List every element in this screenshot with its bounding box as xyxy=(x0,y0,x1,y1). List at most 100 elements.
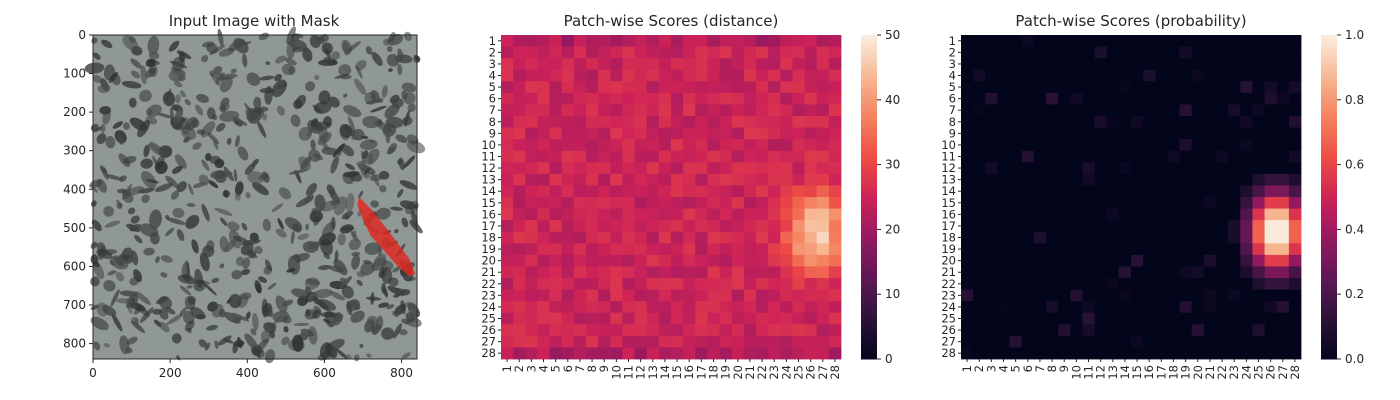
heatmap-cell xyxy=(973,46,986,59)
heatmap-cell xyxy=(598,92,611,105)
heatmap-cell xyxy=(1143,208,1156,221)
heatmap-cell xyxy=(792,208,805,221)
heatmap-cell xyxy=(743,220,757,233)
heatmap-cell xyxy=(622,58,635,71)
heatmap-cell xyxy=(658,139,672,152)
heatmap-cell xyxy=(1070,301,1083,314)
texture-spot xyxy=(351,134,362,141)
texture-spot xyxy=(397,159,402,165)
heatmap-cell xyxy=(1021,289,1035,302)
texture-spot xyxy=(143,247,155,256)
heatmap-cell xyxy=(1021,92,1035,105)
heatmap-cell xyxy=(1106,173,1120,186)
heatmap-cell xyxy=(622,243,635,256)
texture-spot xyxy=(84,62,105,74)
heatmap-cell xyxy=(756,58,769,71)
heatmap-cell xyxy=(1288,231,1302,244)
heatmap-cell xyxy=(1252,35,1265,47)
texture-spot xyxy=(245,311,251,320)
heatmap-cell xyxy=(501,185,514,198)
heatmap-cell xyxy=(1046,347,1059,360)
heatmap-cell xyxy=(707,197,720,209)
colorbar-segment xyxy=(861,107,877,113)
heatmap-cell xyxy=(1033,116,1047,128)
texture-spot xyxy=(217,28,224,47)
heatmap-cell xyxy=(1216,289,1229,302)
heatmap-cell xyxy=(1228,92,1241,105)
heatmap-cell xyxy=(695,58,708,71)
heatmap-cell xyxy=(1094,139,1108,152)
heatmap-cell xyxy=(1264,266,1278,279)
colorbar-tick-label: 0.6 xyxy=(1345,158,1364,172)
texture-spot xyxy=(387,285,405,296)
heatmap-cell xyxy=(743,104,757,117)
heatmap-cell xyxy=(561,301,575,314)
heatmap-cell xyxy=(731,278,745,290)
heatmap-cell xyxy=(646,208,660,221)
heatmap-cell xyxy=(743,46,757,59)
colorbar-segment xyxy=(1321,318,1337,324)
heatmap-cell xyxy=(792,312,805,325)
heatmap-cell xyxy=(1203,185,1217,198)
row-label: 26 xyxy=(941,323,956,337)
heatmap-cell xyxy=(1179,46,1193,59)
heatmap-cell xyxy=(1228,69,1241,82)
heatmap-cell xyxy=(549,104,563,117)
texture-spot xyxy=(244,333,258,350)
heatmap-cell xyxy=(1167,104,1180,117)
heatmap-cell xyxy=(501,69,514,82)
texture-spot xyxy=(103,280,116,292)
texture-spot xyxy=(130,70,141,79)
heatmap-cell xyxy=(768,347,781,360)
heatmap-cell xyxy=(743,185,757,198)
colorbar-segment xyxy=(861,152,877,157)
heatmap-cell xyxy=(792,301,805,314)
texture-spot xyxy=(323,56,338,66)
heatmap-cell xyxy=(1216,104,1229,117)
heatmap-cell xyxy=(1021,220,1035,233)
heatmap-cell xyxy=(1203,150,1217,163)
heatmap-cell xyxy=(804,92,818,105)
heatmap-cell xyxy=(707,347,720,360)
heatmap-cell xyxy=(792,185,805,198)
heatmap-cell xyxy=(792,266,805,279)
heatmap-cell xyxy=(1228,116,1241,128)
heatmap-cell xyxy=(573,139,587,152)
heatmap-cell xyxy=(1240,220,1253,233)
heatmap-cell xyxy=(719,92,733,105)
heatmap-cell xyxy=(816,81,830,94)
heatmap-cell xyxy=(1094,254,1108,267)
heatmap-cell xyxy=(537,301,550,314)
heatmap-cell xyxy=(549,35,563,47)
heatmap-cell xyxy=(646,335,660,348)
row-label: 14 xyxy=(941,184,956,198)
heatmap-cell xyxy=(719,116,733,128)
texture-spot xyxy=(223,312,241,324)
heatmap-cell xyxy=(525,220,538,233)
heatmap-cell xyxy=(646,139,660,152)
heatmap-cell xyxy=(828,69,842,82)
heatmap-cell xyxy=(707,173,720,186)
texture-spot xyxy=(358,190,364,199)
heatmap-cell xyxy=(719,46,733,59)
colorbar-segment xyxy=(861,205,877,210)
heatmap-cell xyxy=(707,185,720,198)
texture-spot xyxy=(242,257,251,269)
texture-spot xyxy=(360,135,369,140)
heatmap-cell xyxy=(743,139,757,152)
heatmap-cell xyxy=(1252,46,1265,59)
col-label: 10 xyxy=(609,365,623,380)
heatmap-cell xyxy=(804,35,818,47)
col-label: 24 xyxy=(1239,365,1253,380)
heatmap-cell xyxy=(513,127,526,140)
heatmap-cell xyxy=(1094,220,1108,233)
heatmap-cell xyxy=(1203,35,1217,47)
heatmap-cell xyxy=(1131,347,1144,360)
heatmap-cell xyxy=(828,254,842,267)
heatmap-cell xyxy=(1288,127,1302,140)
heatmap-cell xyxy=(1033,324,1047,337)
colorbar-segment xyxy=(861,140,877,145)
heatmap-cell xyxy=(1033,46,1047,59)
heatmap-cell xyxy=(1276,254,1290,267)
heatmap-cell xyxy=(683,208,696,221)
